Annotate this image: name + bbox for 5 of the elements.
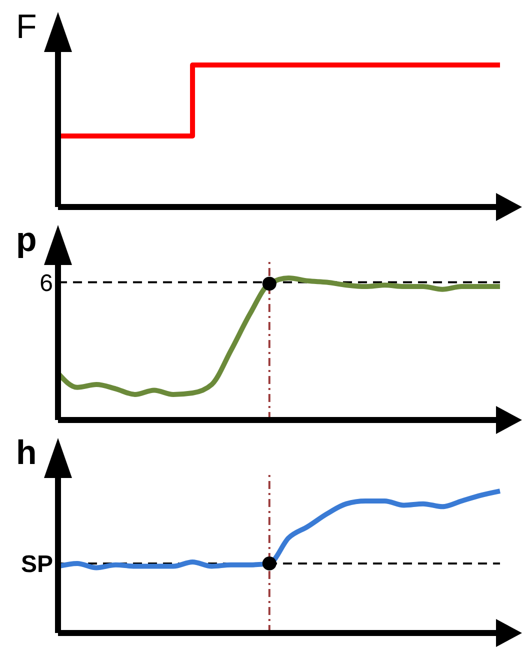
y-axis-title: p: [16, 221, 37, 260]
y-axis-title: F: [16, 8, 37, 47]
y-axis-title: h: [16, 434, 37, 473]
ref-line-label: SP: [20, 550, 53, 578]
text: 6: [40, 270, 53, 297]
